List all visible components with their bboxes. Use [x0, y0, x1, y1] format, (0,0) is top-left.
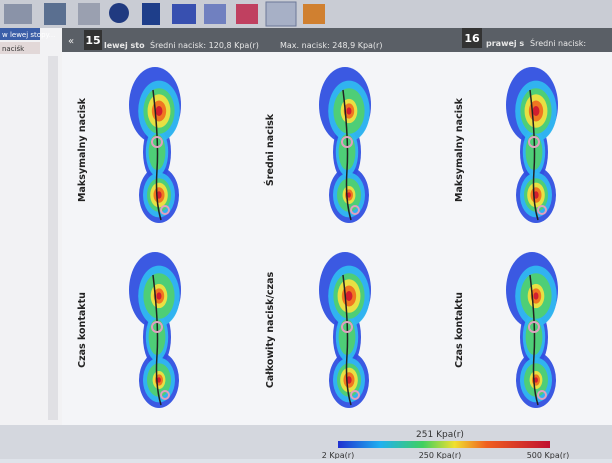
icon[interactable]: [44, 3, 66, 25]
cop-marker: [151, 136, 163, 148]
cop-marker: [350, 205, 360, 215]
number-badge: [462, 28, 482, 48]
map-label: Maksymalny nacisk: [454, 97, 465, 202]
pressure-path: [342, 89, 352, 221]
cop-marker: [160, 205, 170, 215]
mean-pressure: Średni nacisk:: [530, 37, 586, 48]
icon[interactable]: [172, 4, 196, 24]
foot-map: [319, 252, 371, 408]
icon[interactable]: [142, 3, 160, 25]
foot-name: prawej s: [486, 39, 524, 48]
panel-number: 16: [464, 32, 480, 45]
cop-marker: [528, 321, 540, 333]
pressure-zone: [532, 105, 540, 117]
icon[interactable]: [303, 4, 325, 24]
foot-map: [506, 67, 558, 223]
cop-marker: [350, 390, 360, 400]
scale-max: 500 Kpa(r): [527, 451, 570, 459]
pressure-path: [529, 274, 539, 406]
cop-marker: [151, 321, 163, 333]
pressure-zone: [345, 290, 353, 302]
sidebar-item[interactable]: [0, 42, 40, 54]
color-scale: [338, 441, 550, 448]
icon[interactable]: [78, 3, 100, 25]
pressure-zone: [534, 377, 538, 383]
icon[interactable]: [109, 3, 129, 23]
scale-mid: 250 Kpa(r): [419, 451, 462, 459]
header-bar: [62, 28, 612, 52]
toolbar-icons: [4, 1, 325, 27]
map-label: Czas kontaktu: [77, 292, 88, 368]
map-label: Średni nacisk: [264, 113, 276, 186]
cop-marker: [160, 390, 170, 400]
sidebar-item[interactable]: [0, 28, 40, 40]
foot-name: lewej sto: [104, 41, 145, 50]
scale-min: 2 Kpa(r): [322, 451, 354, 459]
pressure-path: [152, 274, 162, 406]
foot-map: [506, 252, 558, 408]
pressure-zone: [156, 292, 162, 300]
map-label: Całkowity nacisk/czas: [265, 272, 276, 389]
icon[interactable]: [4, 4, 32, 24]
foot-map: [129, 252, 181, 408]
pressure-path: [529, 89, 539, 221]
cop-marker: [341, 136, 353, 148]
scrollbar[interactable]: [48, 56, 58, 420]
mean-pressure: Średni nacisk: 120,8 Kpa(r): [150, 39, 259, 50]
foot-map: [129, 67, 181, 223]
cop-marker: [537, 205, 547, 215]
pressure-zone: [347, 192, 351, 198]
pressure-zone: [533, 292, 539, 300]
map-label: Maksymalny nacisk: [77, 97, 88, 202]
number-badge: [84, 30, 102, 50]
pressure-zone: [346, 107, 352, 115]
icon[interactable]: [265, 1, 297, 27]
icon[interactable]: [204, 4, 226, 24]
cop-marker: [341, 321, 353, 333]
cop-marker: [528, 136, 540, 148]
max-pressure: Max. nacisk: 248,9 Kpa(r): [280, 41, 382, 50]
sidebar-text: naciśk: [2, 45, 25, 53]
pressure-zone: [157, 377, 161, 383]
pressure-path: [152, 89, 162, 221]
panel-number: 15: [85, 34, 100, 47]
pressure-maps: Maksymalny nacisk Średni nacisk Maksymalny…: [77, 67, 558, 408]
map-label: Czas kontaktu: [454, 292, 465, 368]
pressure-path: [342, 274, 352, 406]
sidebar-text: w lewej stopy...: [2, 31, 55, 39]
cop-marker: [537, 390, 547, 400]
pressure-zone: [155, 105, 163, 117]
collapse[interactable]: «: [68, 36, 74, 47]
icon[interactable]: [236, 4, 258, 24]
foot-map: [319, 67, 371, 223]
scale-value: 251 Kpa(r): [416, 430, 464, 440]
